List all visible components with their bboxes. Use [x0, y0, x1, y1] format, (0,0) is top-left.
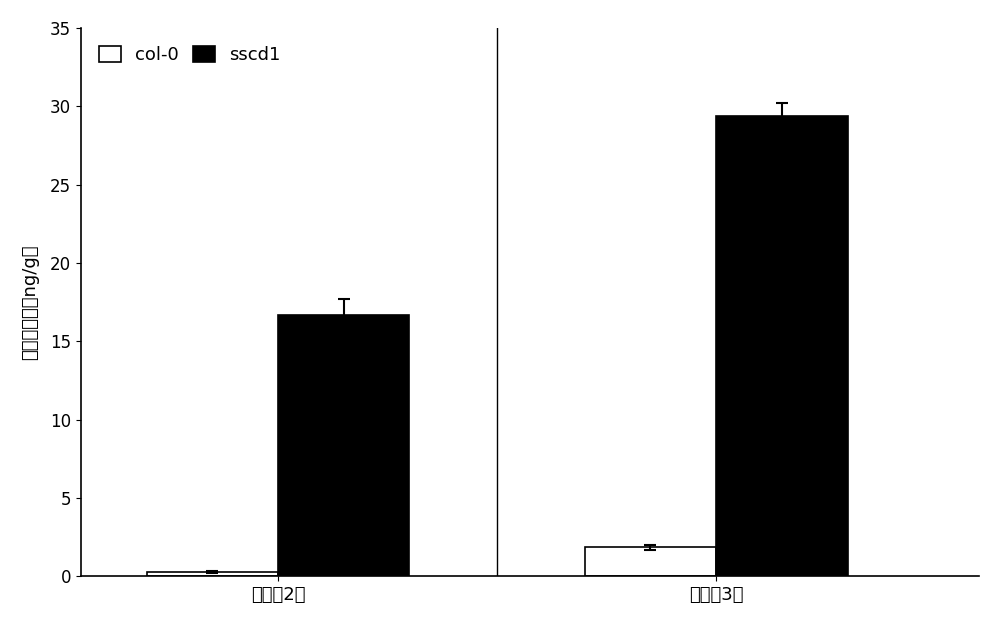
Bar	[147, 572, 278, 576]
Bar	[585, 548, 716, 576]
Bar	[278, 314, 409, 576]
Y-axis label: 茉莉酸含量（ng/g）: 茉莉酸含量（ng/g）	[21, 244, 39, 360]
Legend: col-0, sscd1: col-0, sscd1	[90, 37, 290, 73]
Bar	[716, 116, 848, 576]
